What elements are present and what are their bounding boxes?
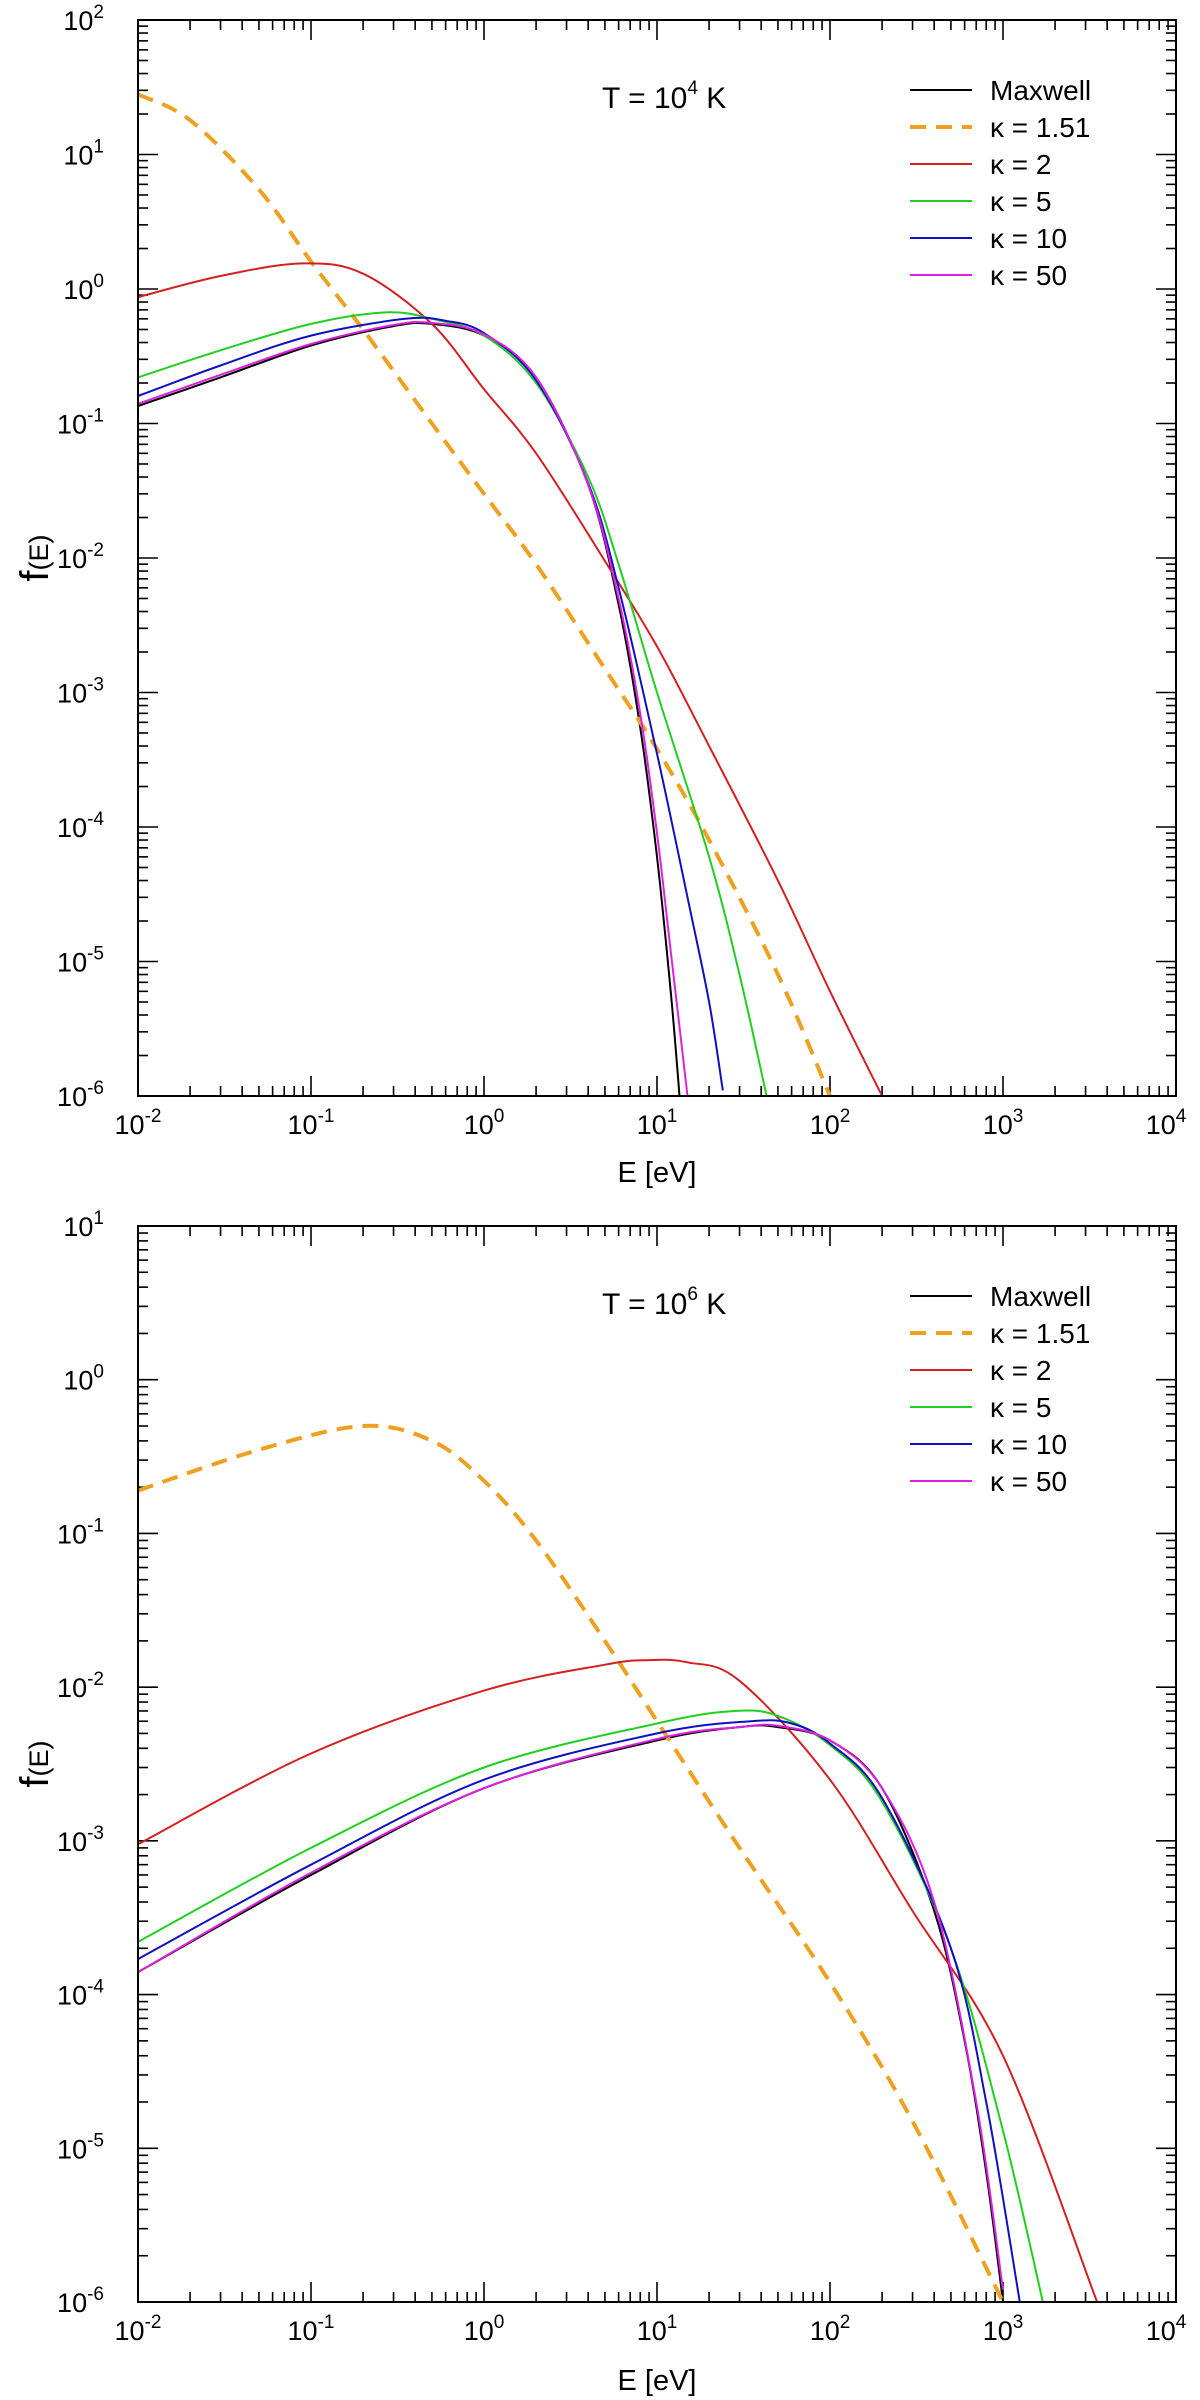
legend: Maxwell κ = 1.51 κ = 2 κ = 5 κ = 10 κ = 50 [910,75,1091,291]
y-tick-label: 10-5 [57,944,104,978]
x-tick-label: 10-1 [288,2312,335,2346]
series-line [138,1658,1099,2302]
x-tick-label: 103 [983,2312,1024,2346]
series-line [138,320,689,1096]
y-tick-label: 10-1 [57,406,104,440]
series-line [138,1719,1021,2302]
x-axis-title: E [eV] [618,1157,697,1189]
series-line [138,311,768,1096]
x-tick-label: 100 [464,1106,505,1140]
y-tick-label: 10-4 [57,809,104,843]
series-line [138,1709,1044,2302]
legend-label: κ = 5 [990,1392,1051,1423]
legend-label: κ = 2 [990,1355,1051,1386]
bottom-panel-kappa-t1e6: 10-2 10-1 100 101 102 103 104 10-6 10-5 10-4 10-3 1… [13,1208,1187,2397]
x-tick-label: 102 [810,1106,851,1140]
series-group [138,1423,1099,2302]
x-tick-label: 104 [1146,2312,1187,2346]
legend-label: κ = 50 [990,260,1067,291]
y-tick-label: 102 [63,2,104,36]
temperature-annotation: T = 104 K [602,78,726,115]
y-tick-label: 10-4 [57,1977,104,2011]
x-tick-label: 100 [464,2312,505,2346]
y-tick-label: 101 [63,137,104,171]
y-tick-label: 10-6 [57,1078,104,1112]
y-tick-label: 10-1 [57,1515,104,1549]
y-tick-label: 10-3 [57,1823,104,1857]
series-line [138,316,724,1091]
top-panel-kappa-t1e4: 10-2 10-1 100 101 102 103 104 10-6 10-5 10-4 10-3 1… [13,2,1187,1189]
y-axis-title: f(E) [13,1740,57,1787]
x-tick-label: 104 [1146,1106,1187,1140]
y-tick-label: 10-3 [57,675,104,709]
legend-label: κ = 1.51 [990,112,1090,143]
series-line [138,1724,1004,2302]
series-line [138,1723,1004,2290]
legend-label: κ = 5 [990,186,1051,217]
legend-label: κ = 1.51 [990,1318,1090,1349]
series-group [138,92,883,1096]
series-line [138,1423,1005,2302]
x-tick-label: 101 [637,2312,678,2346]
temperature-annotation: T = 106 K [602,1284,726,1321]
legend-label: κ = 2 [990,149,1051,180]
series-line [138,92,832,1096]
y-tick-label: 10-5 [57,2130,104,2164]
x-tick-label: 10-1 [288,1106,335,1140]
x-tick-label: 102 [810,2312,851,2346]
legend-label: Maxwell [990,1281,1091,1312]
series-line [138,321,681,1096]
plot-frame [137,1225,1177,2303]
series-line [138,262,883,1096]
legend-label: κ = 50 [990,1466,1067,1497]
y-tick-label: 101 [63,1208,104,1242]
y-tick-label: 10-2 [57,540,104,574]
x-tick-label: 101 [637,1106,678,1140]
x-tick-label: 10-2 [115,1106,162,1140]
legend-label: Maxwell [990,75,1091,106]
x-tick-label: 10-2 [115,2312,162,2346]
legend-label: κ = 10 [990,1429,1067,1460]
y-tick-label: 100 [63,1362,104,1396]
axis-ticks [137,1226,1176,2303]
legend-label: κ = 10 [990,223,1067,254]
x-tick-label: 103 [983,1106,1024,1140]
y-tick-label: 10-2 [57,1669,104,1703]
y-tick-label: 100 [63,271,104,305]
x-axis-title: E [eV] [618,2365,697,2397]
plot-frame [137,19,1177,1097]
legend: Maxwell κ = 1.51 κ = 2 κ = 5 κ = 10 κ = 50 [910,1281,1091,1497]
y-tick-label: 10-6 [57,2284,104,2318]
y-axis-title: f(E) [13,534,57,581]
axis-ticks [137,20,1176,1097]
